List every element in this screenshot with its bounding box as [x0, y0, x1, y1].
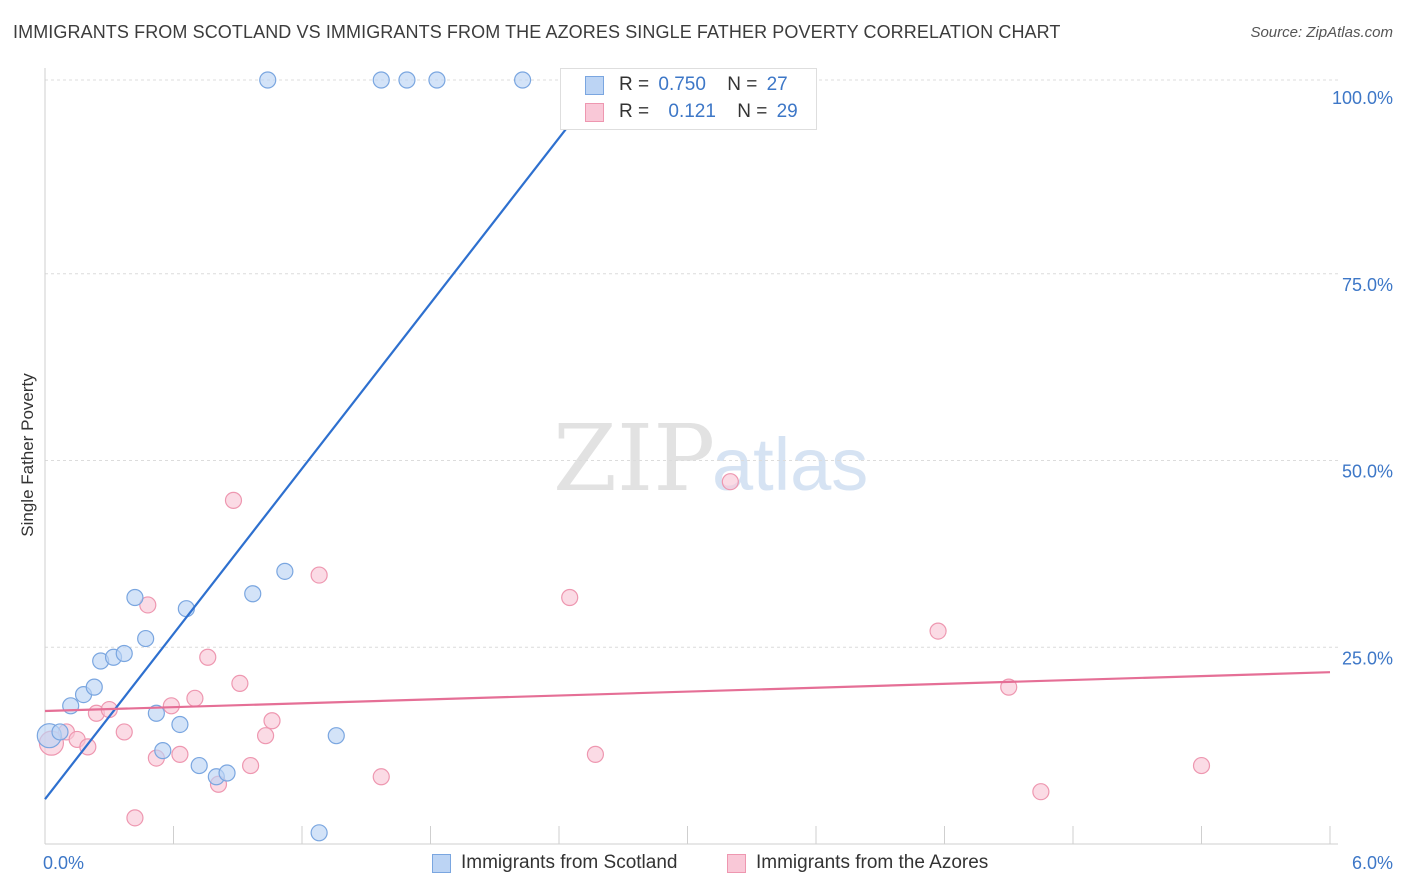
azores-point [224, 491, 243, 509]
scotland-point [372, 71, 390, 89]
scotland-trendline [44, 109, 582, 800]
n-label: N = [727, 74, 758, 95]
legend-item-scotland[interactable]: Immigrants from Scotland [432, 852, 677, 874]
azores-point [310, 566, 328, 584]
legend-item-azores[interactable]: Immigrants from the Azores [727, 852, 988, 874]
scotland-point [51, 723, 69, 741]
azores-point [1192, 756, 1211, 775]
watermark-atlas: atlas [712, 423, 868, 506]
azores-point [242, 756, 260, 775]
y-tick-label: 100.0% [1332, 88, 1393, 108]
scotland-points [36, 71, 645, 842]
scotland-point [259, 71, 277, 89]
y-tick-label: 25.0% [1342, 648, 1393, 668]
n-label: N = [737, 101, 768, 122]
azores-point [171, 745, 189, 763]
stats-legend: R = 0.750 N = 27 R = 0.121 N = 29 [560, 68, 817, 130]
azores-point [199, 648, 217, 666]
azores-point [139, 596, 157, 614]
scotland-point [276, 562, 294, 580]
azores-point [256, 727, 275, 745]
legend-label-scotland: Immigrants from Scotland [461, 852, 678, 873]
scotland-point [171, 715, 189, 734]
azores-trendline [44, 671, 1331, 713]
azores-point [231, 674, 249, 692]
azores-point [263, 712, 281, 730]
scotland-point [147, 704, 165, 722]
azores-point [1000, 678, 1018, 696]
scotland-point [398, 71, 416, 89]
scotland-point [154, 742, 172, 760]
r-label: R = [619, 101, 650, 122]
scotland-point [310, 824, 328, 842]
n-value: 29 [776, 101, 798, 122]
legend-swatch-azores [727, 853, 746, 873]
chart-title: IMMIGRANTS FROM SCOTLAND VS IMMIGRANTS F… [13, 22, 1061, 42]
scotland-point [244, 585, 262, 603]
stats-swatch-scotland [585, 76, 604, 95]
watermark: ZIP atlas [553, 405, 868, 512]
azores-point [1032, 783, 1050, 801]
legend-label-azores: Immigrants from the Azores [756, 852, 989, 873]
trendlines [44, 109, 1331, 800]
scotland-point [190, 756, 208, 775]
azores-point [929, 622, 947, 640]
scotland-point [513, 71, 532, 89]
scotland-point [85, 678, 103, 696]
r-label: R = [619, 74, 650, 95]
azores-point [586, 745, 605, 763]
azores-point [162, 697, 180, 715]
scotland-point [126, 588, 144, 607]
azores-point [126, 809, 144, 827]
legend-swatch-scotland [432, 853, 451, 873]
azores-point [372, 768, 390, 786]
scotland-point [428, 71, 446, 89]
watermark-zip: ZIP [553, 405, 715, 512]
r-value: 0.750 [658, 74, 706, 95]
azores-points [38, 473, 1211, 827]
y-tick-label: 75.0% [1342, 275, 1393, 295]
azores-point [186, 689, 204, 707]
stats-swatch-azores [585, 103, 604, 122]
azores-point [115, 723, 133, 741]
scotland-point [218, 764, 236, 782]
scotland-point [115, 644, 133, 663]
r-value: 0.121 [668, 101, 716, 122]
azores-point [561, 588, 579, 607]
stats-text-scotland: R = 0.750 N = 27 [619, 74, 788, 96]
scotland-point [327, 727, 345, 745]
stats-text-azores: R = 0.121 N = 29 [619, 101, 798, 123]
x-tick-label: 0.0% [43, 853, 84, 873]
y-tick-label: 50.0% [1342, 462, 1393, 482]
x-tick-label: 6.0% [1352, 853, 1393, 873]
axes [44, 68, 1338, 845]
source-label: Source: ZipAtlas.com [1250, 24, 1393, 41]
tick-labels: 25.0% 50.0% 75.0% 100.0% 0.0% 6.0% [43, 88, 1393, 873]
y-axis-label: Single Father Poverty [18, 373, 37, 537]
n-value: 27 [766, 74, 788, 95]
series-legend: Immigrants from Scotland Immigrants from… [0, 852, 1406, 878]
azores-point [721, 473, 739, 491]
gridlines [45, 79, 1338, 648]
scotland-point [137, 629, 155, 648]
